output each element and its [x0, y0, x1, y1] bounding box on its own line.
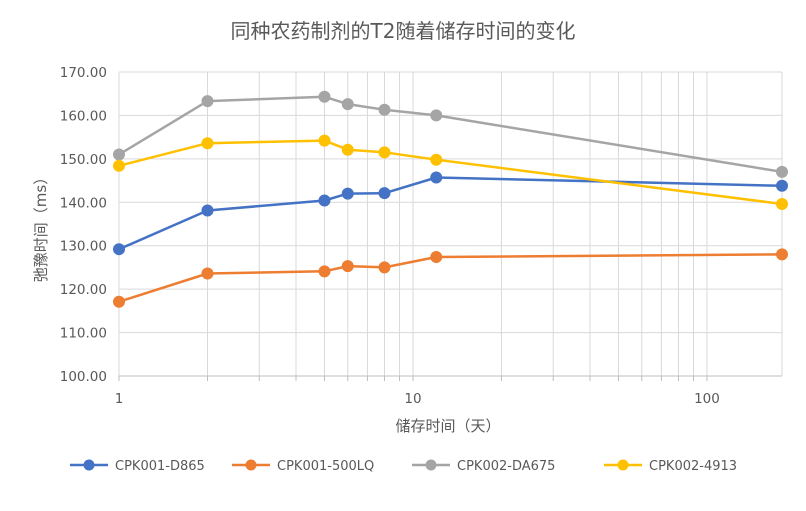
- data-point: [318, 194, 331, 207]
- series-line: [118, 139, 783, 206]
- data-point: [776, 198, 788, 211]
- y-tick-label: 170.00: [60, 65, 107, 81]
- data-point: [378, 103, 391, 116]
- data-point: [318, 265, 331, 278]
- x-axis-title: 储存时间（天）: [395, 417, 500, 435]
- data-point: [341, 260, 354, 273]
- data-point: [378, 261, 391, 274]
- chart-title: 同种农药制剂的T2随着储存时间的变化: [231, 19, 576, 43]
- y-tick-label: 120.00: [60, 282, 107, 298]
- legend-marker: [245, 459, 257, 471]
- data-point: [430, 153, 443, 166]
- legend-marker: [83, 459, 95, 471]
- series-CPK001-500LQ: [113, 248, 788, 308]
- data-point: [341, 98, 354, 111]
- x-tick-label: 10: [404, 391, 421, 407]
- series-CPK002-4913: [113, 134, 788, 211]
- legend-label: CPK001-500LQ: [277, 459, 374, 474]
- legend-label: CPK002-4913: [649, 459, 737, 474]
- data-point: [318, 90, 331, 103]
- data-point: [201, 204, 214, 217]
- legend-item: CPK002-4913: [604, 459, 737, 474]
- data-point: [776, 248, 788, 261]
- y-tick-label: 140.00: [60, 195, 107, 211]
- data-point: [776, 179, 788, 192]
- data-point: [430, 171, 443, 184]
- y-axis-title: 弛豫时间（ms）: [32, 170, 50, 282]
- y-tick-label: 100.00: [60, 369, 107, 385]
- data-point: [113, 148, 125, 161]
- legend-item: CPK001-D865: [70, 459, 205, 474]
- series-CPK001-D865: [113, 171, 788, 256]
- legend: CPK001-D865 CPK001-500LQ CPK002-DA675 CPK00…: [70, 459, 737, 474]
- data-point: [378, 187, 391, 200]
- data-point: [201, 137, 214, 150]
- y-tick-label: 150.00: [60, 152, 107, 168]
- x-tick-label: 1: [115, 391, 124, 407]
- data-point: [113, 295, 125, 308]
- series-line: [118, 253, 783, 303]
- data-point: [113, 159, 125, 172]
- grid-lines: [118, 71, 783, 381]
- data-point: [378, 146, 391, 159]
- data-point: [776, 165, 788, 178]
- legend-item: CPK001-500LQ: [232, 459, 374, 474]
- y-axis-ticks: 100.00 110.00 120.00 130.00 140.00 150.00 160.…: [60, 65, 107, 385]
- data-point: [341, 187, 354, 200]
- data-point: [341, 143, 354, 156]
- data-point: [318, 134, 331, 147]
- series-line: [118, 176, 783, 251]
- legend-label: CPK002-DA675: [457, 459, 555, 474]
- y-tick-label: 130.00: [60, 239, 107, 255]
- x-axis-ticks: 1 10 100: [115, 391, 720, 407]
- data-point: [430, 109, 443, 122]
- data-point: [113, 243, 125, 256]
- legend-label: CPK001-D865: [115, 459, 205, 474]
- legend-marker: [425, 459, 437, 471]
- data-point: [201, 267, 214, 280]
- y-tick-label: 110.00: [60, 326, 107, 342]
- y-tick-label: 160.00: [60, 108, 107, 124]
- x-tick-label: 100: [694, 391, 720, 407]
- series-group: [113, 90, 788, 308]
- series-CPK002-DA675: [113, 90, 788, 178]
- data-point: [201, 95, 214, 108]
- legend-item: CPK002-DA675: [412, 459, 555, 474]
- data-point: [430, 251, 443, 264]
- legend-marker: [617, 459, 629, 471]
